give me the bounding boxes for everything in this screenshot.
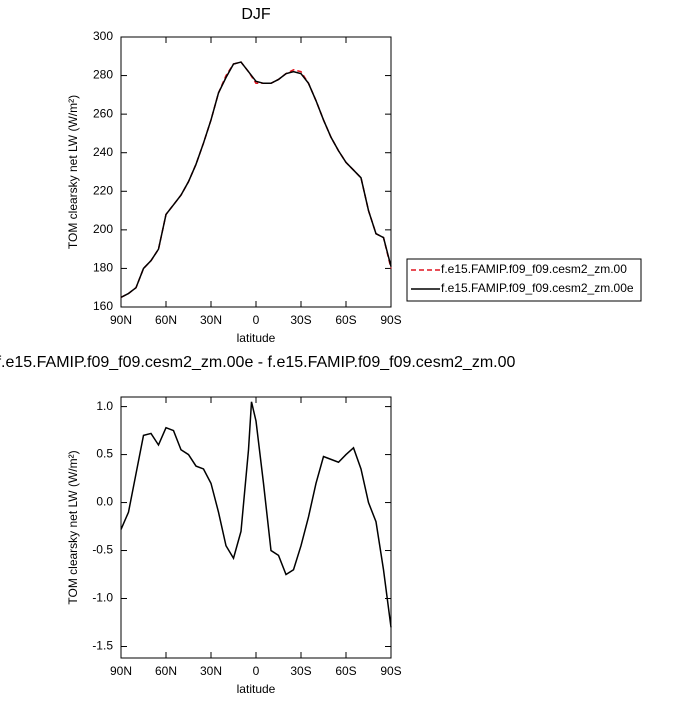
- x-axis-label: latitude: [237, 331, 276, 345]
- chart-title: f.e15.FAMIP.f09_f09.cesm2_zm.00e - f.e15…: [0, 354, 516, 371]
- x-tick-label: 90S: [380, 664, 401, 678]
- y-tick-label: 200: [93, 222, 113, 236]
- x-tick-label: 60S: [335, 664, 356, 678]
- y-tick-label: 0.5: [96, 447, 113, 461]
- y-tick-label: 240: [93, 145, 113, 159]
- legend-box: [406, 258, 642, 302]
- legend-label: f.e15.FAMIP.f09_f09.cesm2_zm.00e: [441, 281, 634, 295]
- y-tick-label: -0.5: [92, 543, 113, 557]
- data-line: [120, 61, 392, 299]
- chart-title: DJF: [241, 6, 271, 23]
- y-axis-label: TOM clearsky net LW (W/m²): [66, 450, 80, 604]
- x-tick-label: 0: [253, 313, 260, 327]
- plot-frame: [120, 36, 392, 308]
- y-tick-label: 300: [93, 29, 113, 43]
- x-tick-label: 90N: [110, 664, 132, 678]
- x-tick-label: 30S: [290, 664, 311, 678]
- y-tick-label: 220: [93, 183, 113, 197]
- y-tick-label: 280: [93, 68, 113, 82]
- x-tick-label: 60N: [155, 664, 177, 678]
- x-tick-label: 30N: [200, 664, 222, 678]
- data-line: [120, 61, 392, 299]
- y-tick-label: 180: [93, 261, 113, 275]
- x-tick-label: 30N: [200, 313, 222, 327]
- x-tick-label: 90N: [110, 313, 132, 327]
- y-tick-label: 0.0: [96, 495, 113, 509]
- y-axis-label: TOM clearsky net LW (W/m²): [66, 95, 80, 249]
- y-tick-label: 260: [93, 106, 113, 120]
- x-tick-label: 60N: [155, 313, 177, 327]
- x-tick-label: 60S: [335, 313, 356, 327]
- y-tick-label: 1.0: [96, 399, 113, 413]
- y-tick-label: -1.5: [92, 639, 113, 653]
- y-tick-label: -1.0: [92, 591, 113, 605]
- x-tick-label: 90S: [380, 313, 401, 327]
- plot-frame: [120, 396, 392, 659]
- x-tick-label: 0: [253, 664, 260, 678]
- legend-label: f.e15.FAMIP.f09_f09.cesm2_zm.00: [441, 262, 627, 276]
- x-axis-label: latitude: [237, 682, 276, 696]
- y-tick-label: 160: [93, 299, 113, 313]
- data-line: [120, 401, 392, 628]
- x-tick-label: 30S: [290, 313, 311, 327]
